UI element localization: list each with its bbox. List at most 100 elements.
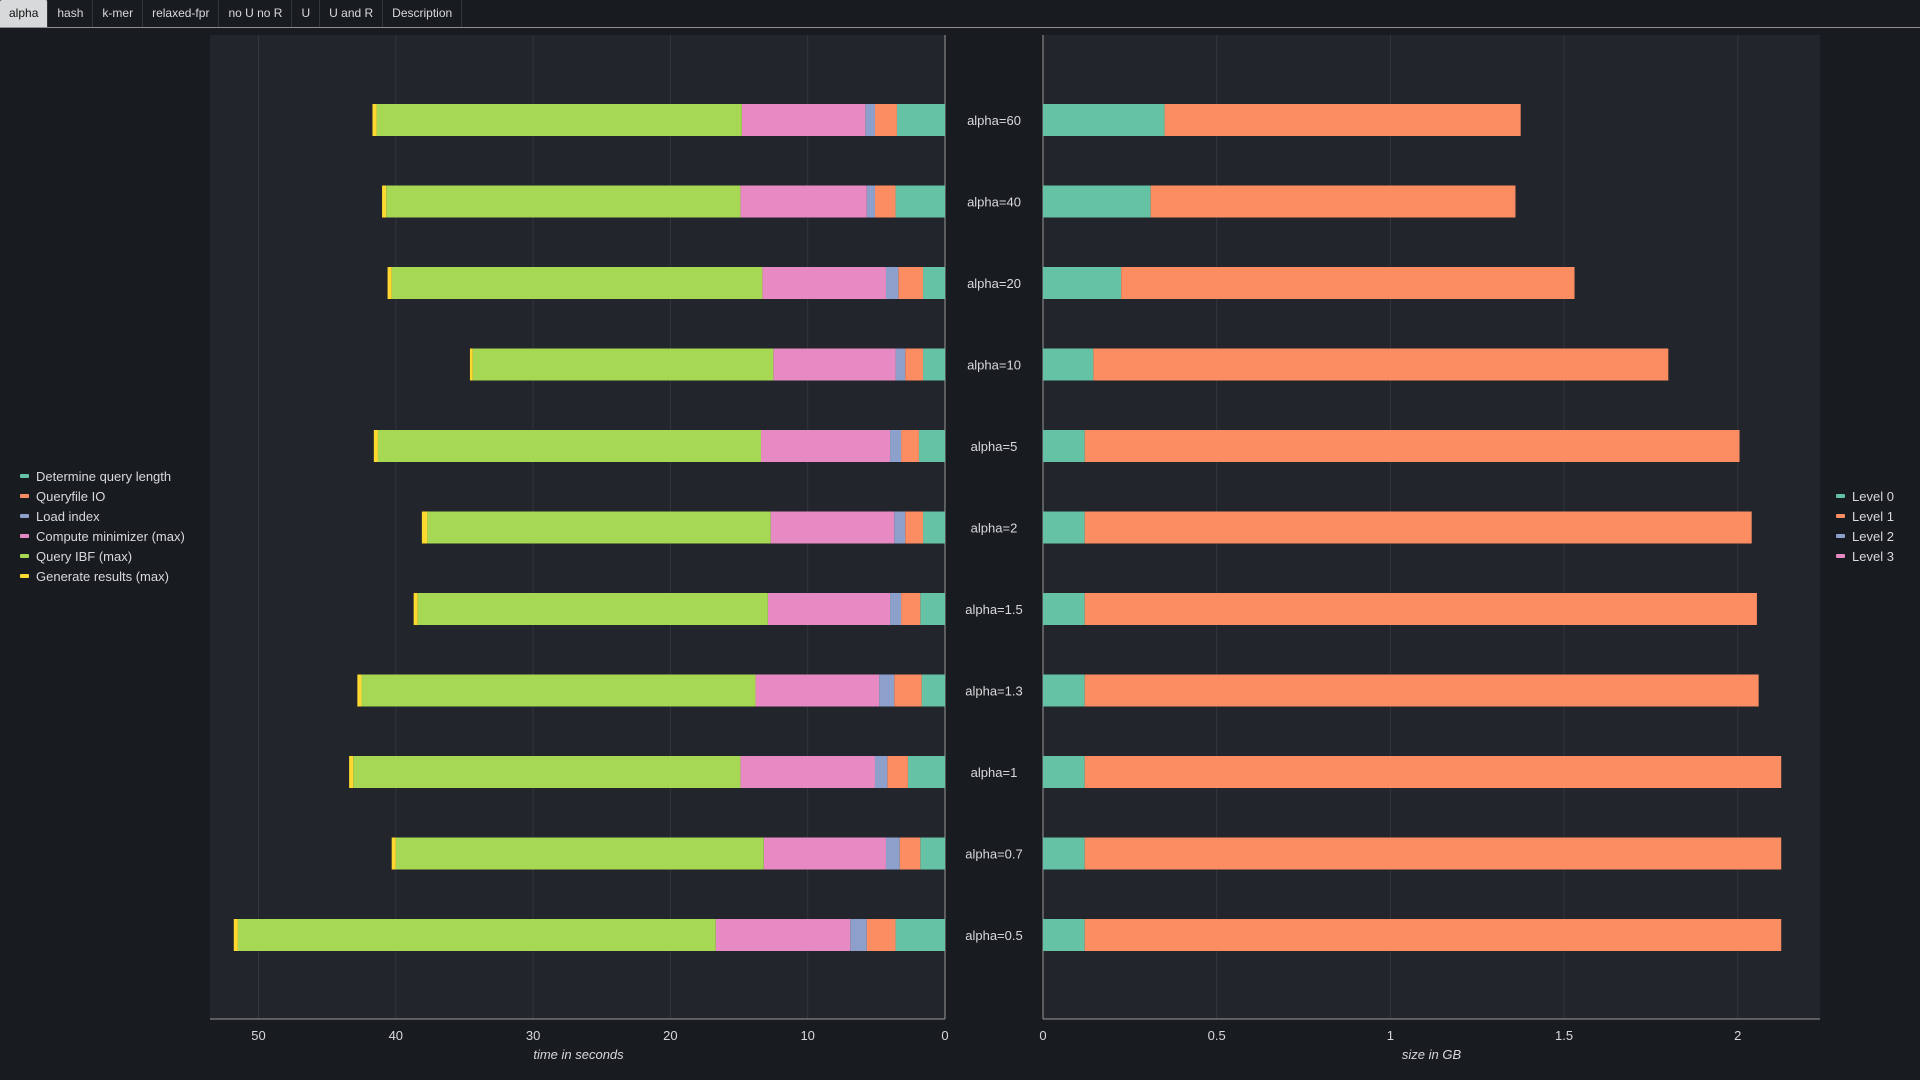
time-bar-determine-query-length-alpha-0-7 — [920, 837, 945, 870]
legend-item-level-0[interactable]: Level 0 — [1836, 486, 1894, 506]
category-label: alpha=0.7 — [965, 847, 1022, 862]
time-bar-generate-results-max-alpha-40 — [382, 185, 387, 218]
time-bar-compute-minimizer-max-alpha-20 — [762, 267, 886, 299]
legend-item-compute-minimizer-max[interactable]: Compute minimizer (max) — [20, 526, 185, 546]
size-bar-level-1-alpha-5 — [1084, 430, 1740, 462]
time-bar-determine-query-length-alpha-2 — [923, 511, 945, 544]
size-bar-level-1-alpha-10 — [1093, 348, 1669, 381]
time-bar-load-index-alpha-2 — [894, 511, 906, 544]
time-bar-determine-query-length-alpha-10 — [923, 348, 945, 381]
time-bar-query-ibf-max-alpha-10 — [472, 348, 774, 381]
time-bar-generate-results-max-alpha-20 — [387, 267, 392, 299]
time-bar-load-index-alpha-5 — [890, 430, 902, 462]
legend-item-level-2[interactable]: Level 2 — [1836, 526, 1894, 546]
size-bar-level-1-alpha-2 — [1084, 511, 1752, 544]
legend-item-queryfile-io[interactable]: Queryfile IO — [20, 486, 185, 506]
size-axis-label: size in GB — [1402, 1047, 1462, 1062]
tab-relaxed-fpr[interactable]: relaxed-fpr — [143, 0, 220, 27]
tab-description[interactable]: Description — [383, 0, 463, 27]
time-bar-compute-minimizer-max-alpha-60 — [741, 104, 866, 136]
size-bar-level-0-alpha-10 — [1043, 348, 1094, 381]
legend-label: Level 3 — [1852, 548, 1894, 564]
time-bar-load-index-alpha-10 — [895, 348, 906, 381]
size-bar-level-1-alpha-40 — [1150, 185, 1516, 218]
time-tick-label: 30 — [526, 1028, 540, 1043]
size-bar-level-1-alpha-60 — [1164, 104, 1521, 136]
time-bar-queryfile-io-alpha-2 — [905, 511, 924, 544]
time-bar-generate-results-max-alpha-0-5 — [233, 919, 238, 951]
legend-item-level-1[interactable]: Level 1 — [1836, 506, 1894, 526]
legend-label: Compute minimizer (max) — [36, 528, 185, 544]
time-bar-queryfile-io-alpha-10 — [905, 348, 924, 381]
legend-label: Level 0 — [1852, 488, 1894, 504]
legend-item-load-index[interactable]: Load index — [20, 506, 185, 526]
time-bar-query-ibf-max-alpha-60 — [376, 104, 742, 136]
legend-swatch — [20, 494, 29, 498]
tab-u-and-r[interactable]: U and R — [320, 0, 384, 27]
category-label: alpha=5 — [971, 439, 1018, 454]
size-bar-level-0-alpha-0-5 — [1043, 919, 1085, 951]
size-bar-level-1-alpha-20 — [1121, 267, 1575, 299]
category-label: alpha=1.5 — [965, 602, 1022, 617]
time-bar-determine-query-length-alpha-0-5 — [895, 919, 945, 951]
legend-item-level-3[interactable]: Level 3 — [1836, 546, 1894, 566]
tab-no-u-no-r[interactable]: no U no R — [219, 0, 293, 27]
size-bar-level-0-alpha-0-7 — [1043, 837, 1085, 870]
time-bar-generate-results-max-alpha-10 — [469, 348, 473, 381]
time-bar-compute-minimizer-max-alpha-1-5 — [767, 593, 891, 625]
tab-alpha[interactable]: alpha — [0, 0, 49, 27]
time-bar-compute-minimizer-max-alpha-1-3 — [755, 674, 880, 707]
time-bar-queryfile-io-alpha-1-3 — [894, 674, 922, 707]
size-bar-level-0-alpha-5 — [1043, 430, 1085, 462]
legend-label: Load index — [36, 508, 100, 524]
size-bar-level-1-alpha-0-5 — [1084, 919, 1782, 951]
time-bar-generate-results-max-alpha-1-5 — [413, 593, 418, 625]
tab-u[interactable]: U — [292, 0, 321, 27]
legend-label: Level 2 — [1852, 528, 1894, 544]
time-bar-compute-minimizer-max-alpha-0-7 — [763, 837, 886, 870]
size-bar-level-0-alpha-20 — [1043, 267, 1122, 299]
time-bar-determine-query-length-alpha-1-5 — [920, 593, 945, 625]
size-tick-label: 2 — [1734, 1028, 1741, 1043]
time-bar-generate-results-max-alpha-1 — [349, 756, 354, 788]
time-axis-label: time in seconds — [533, 1047, 624, 1062]
time-bar-query-ibf-max-alpha-5 — [377, 430, 762, 462]
size-bar-level-1-alpha-0-7 — [1084, 837, 1782, 870]
category-label: alpha=1 — [971, 765, 1018, 780]
size-bar-level-0-alpha-40 — [1043, 185, 1151, 218]
legend-label: Level 1 — [1852, 508, 1894, 524]
time-bar-compute-minimizer-max-alpha-10 — [773, 348, 896, 381]
legend-label: Generate results (max) — [36, 568, 169, 584]
size-tick-label: 1 — [1387, 1028, 1394, 1043]
time-bar-load-index-alpha-1-3 — [879, 674, 895, 707]
category-label: alpha=20 — [967, 276, 1021, 291]
time-bar-generate-results-max-alpha-60 — [372, 104, 377, 136]
legend-swatch — [1836, 554, 1845, 558]
time-bar-queryfile-io-alpha-0-5 — [866, 919, 896, 951]
legend-item-generate-results-max[interactable]: Generate results (max) — [20, 566, 185, 586]
size-legend: Level 0 Level 1 Level 2 Level 3 — [1836, 486, 1894, 566]
time-bar-compute-minimizer-max-alpha-1 — [740, 756, 875, 788]
legend-label: Query IBF (max) — [36, 548, 133, 564]
size-bar-level-1-alpha-1 — [1084, 756, 1782, 788]
time-legend: Determine query length Queryfile IO Load i… — [14, 466, 191, 586]
time-bar-load-index-alpha-0-5 — [850, 919, 867, 951]
time-bar-query-ibf-max-alpha-40 — [386, 185, 741, 218]
time-bar-query-ibf-max-alpha-0-7 — [395, 837, 764, 870]
time-tick-label: 50 — [251, 1028, 265, 1043]
tab-k-mer[interactable]: k-mer — [93, 0, 144, 27]
legend-swatch — [1836, 494, 1845, 498]
time-bar-load-index-alpha-0-7 — [885, 837, 900, 870]
time-bar-query-ibf-max-alpha-20 — [391, 267, 763, 299]
legend-label: Determine query length — [36, 468, 172, 484]
category-label: alpha=1.3 — [965, 684, 1022, 699]
time-bar-determine-query-length-alpha-5 — [918, 430, 945, 462]
tab-hash[interactable]: hash — [48, 0, 94, 27]
time-bar-queryfile-io-alpha-0-7 — [899, 837, 921, 870]
time-bar-query-ibf-max-alpha-2 — [427, 511, 771, 544]
legend-item-determine-query-length[interactable]: Determine query length — [20, 466, 185, 486]
time-bar-compute-minimizer-max-alpha-0-5 — [715, 919, 851, 951]
time-bar-compute-minimizer-max-alpha-2 — [770, 511, 895, 544]
legend-item-query-ibf-max[interactable]: Query IBF (max) — [20, 546, 185, 566]
